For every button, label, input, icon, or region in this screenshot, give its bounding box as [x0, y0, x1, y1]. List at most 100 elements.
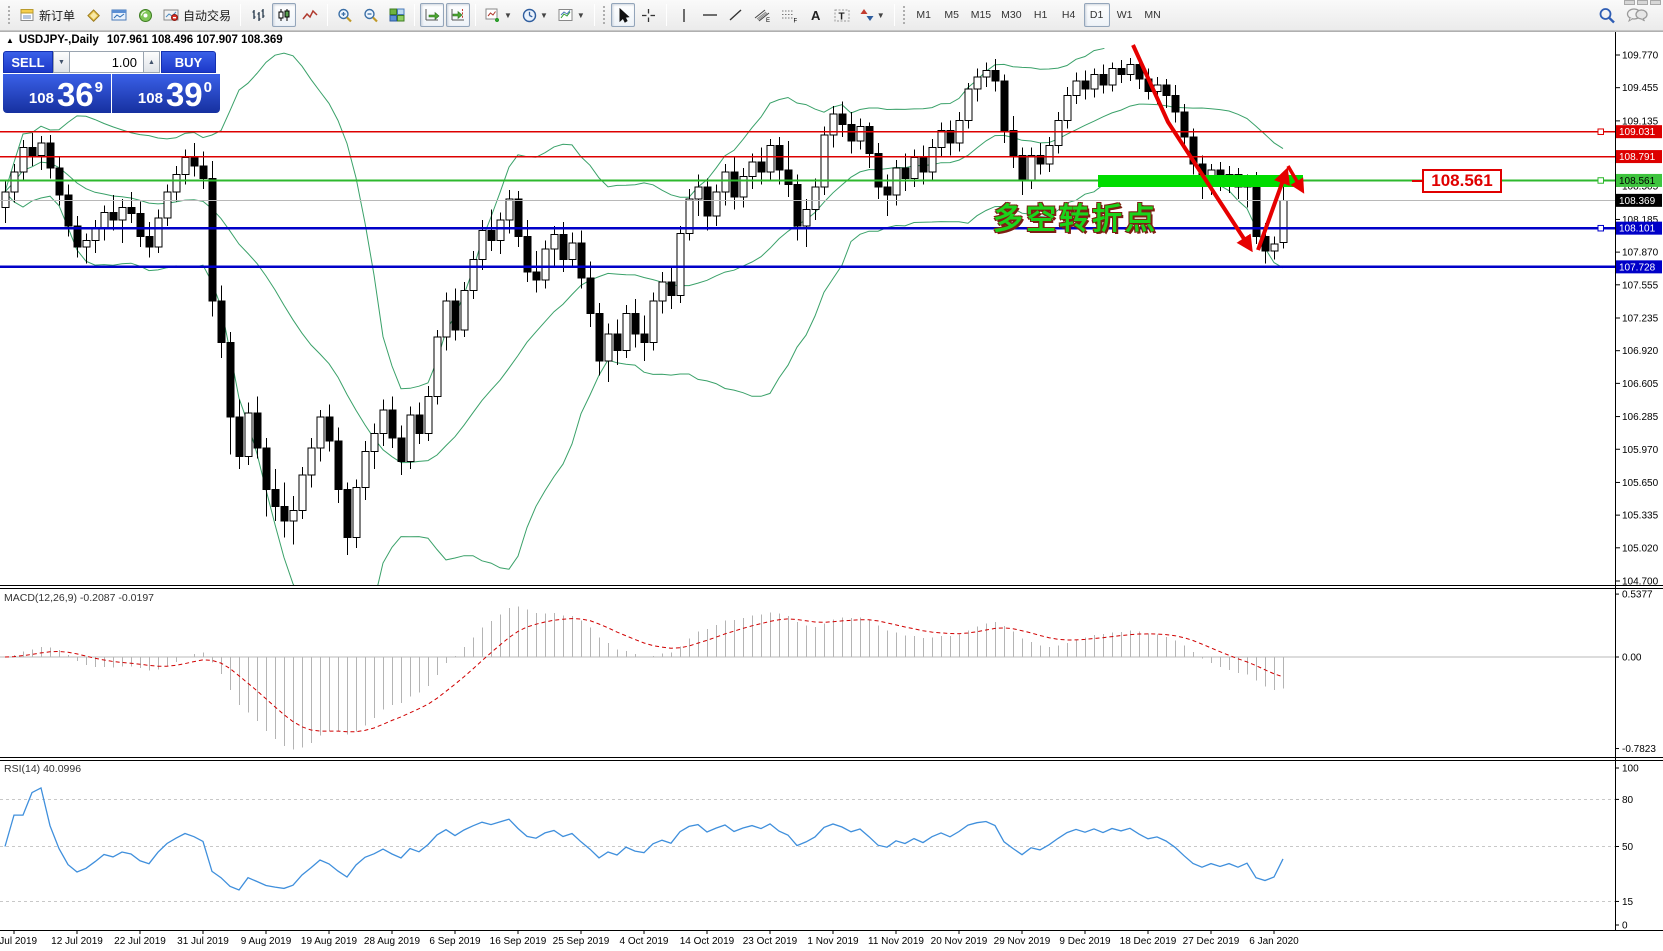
turning-point-annotation[interactable]: 多空转折点	[993, 203, 1158, 236]
timeframe-h4[interactable]: H4	[1061, 9, 1076, 21]
svg-text:107.728: 107.728	[1619, 262, 1656, 273]
horizontal-line-button[interactable]	[698, 3, 722, 27]
horizontal-level-lines[interactable]	[0, 128, 1615, 269]
crosshair-button[interactable]	[637, 3, 661, 27]
chart-shift-button[interactable]	[446, 3, 471, 27]
timeframe-h1[interactable]: H1	[1033, 9, 1048, 21]
text-label-button[interactable]: T	[830, 3, 854, 27]
svg-text:11 Nov 2019: 11 Nov 2019	[868, 936, 924, 947]
trendline-button[interactable]	[724, 3, 748, 27]
svg-text:28 Aug 2019: 28 Aug 2019	[364, 936, 421, 947]
autotrade-icon	[163, 8, 179, 22]
sell-price-pip: 9	[94, 79, 103, 96]
svg-text:16 Sep 2019: 16 Sep 2019	[490, 936, 547, 947]
timeframe-m5[interactable]: M5	[944, 9, 960, 21]
timeframe-m30[interactable]: M30	[1001, 9, 1022, 21]
green-zone-rectangle[interactable]	[1098, 175, 1303, 187]
zoom-out-button[interactable]	[359, 3, 383, 27]
minimize-button[interactable]	[1624, 0, 1635, 5]
text-icon: A	[809, 8, 822, 22]
search-button[interactable]	[1594, 3, 1620, 27]
bar-chart-icon	[250, 8, 266, 22]
toolbar-drag-handle[interactable]	[601, 5, 607, 25]
svg-text:6 Sep 2019: 6 Sep 2019	[429, 936, 481, 947]
trendline-icon	[728, 8, 743, 22]
signals-button[interactable]	[133, 3, 157, 27]
svg-text:23 Oct 2019: 23 Oct 2019	[743, 936, 798, 947]
svg-text:106.920: 106.920	[1622, 346, 1659, 357]
chart-shift-icon	[450, 8, 466, 22]
vertical-line-button[interactable]	[672, 3, 696, 27]
line-handle[interactable]	[1597, 128, 1604, 135]
auto-trading-button[interactable]: 自动交易	[159, 3, 235, 27]
volume-increase-button[interactable]: ▲	[143, 51, 160, 73]
svg-text:108.561: 108.561	[1619, 176, 1656, 187]
volume-decrease-button[interactable]: ▼	[53, 51, 70, 73]
price-level-box[interactable]: 108.561	[1422, 169, 1502, 193]
auto-scroll-button[interactable]	[420, 3, 445, 27]
svg-text:108.185: 108.185	[1622, 215, 1659, 226]
line-handle[interactable]	[1597, 177, 1604, 184]
svg-text:0: 0	[1622, 921, 1628, 932]
timeframe-mn[interactable]: MN	[1144, 9, 1161, 21]
svg-text:109.455: 109.455	[1622, 83, 1659, 94]
templates-icon	[558, 8, 574, 22]
indicators-button[interactable]: ▼	[481, 3, 516, 27]
timeframe-m1[interactable]: M1	[916, 9, 932, 21]
svg-text:4 Oct 2019: 4 Oct 2019	[620, 936, 669, 947]
new-order-button-label: 新订单	[39, 8, 76, 23]
sell-price-handle: 108	[28, 90, 54, 107]
zoom-in-icon	[337, 8, 353, 23]
new-order-button[interactable]: 新订单	[16, 3, 79, 27]
svg-text:50: 50	[1622, 842, 1634, 853]
window-controls[interactable]	[1624, 0, 1661, 5]
line-chart-icon	[302, 8, 318, 22]
toolbar-drag-handle[interactable]	[901, 5, 907, 25]
timeframe-m15[interactable]: M15	[970, 9, 992, 21]
text-button[interactable]: A	[804, 3, 828, 27]
cursor-button[interactable]	[610, 3, 635, 27]
buy-price[interactable]: 108 39 0	[112, 74, 220, 113]
community-button[interactable]	[1622, 3, 1652, 27]
svg-text:105.020: 105.020	[1622, 543, 1659, 554]
sell-price-big: 36	[56, 75, 94, 113]
indicators-icon	[485, 8, 501, 22]
sell-button[interactable]: SELL	[3, 51, 53, 73]
tile-windows-button[interactable]	[385, 3, 409, 27]
svg-text:108.505: 108.505	[1622, 182, 1659, 193]
timeframe-w1[interactable]: W1	[1116, 9, 1133, 21]
toolbar-drag-handle[interactable]	[7, 5, 12, 25]
collapse-triangle-icon[interactable]: ▲	[6, 35, 14, 45]
date-axis[interactable]: 3 Jul 2019 12 Jul 2019 22 Jul 2019 31 Jul 2…	[0, 930, 1299, 947]
arrows-button[interactable]: ▼	[856, 3, 889, 27]
svg-text:-0.7823: -0.7823	[1622, 744, 1656, 755]
chevron-down-icon: ▼	[504, 10, 512, 20]
fibonacci-button[interactable]: F	[777, 3, 802, 27]
toolbar-separator	[327, 4, 329, 26]
periods-button[interactable]: ▼	[518, 3, 552, 27]
channel-button[interactable]: E	[750, 3, 775, 27]
market-watch-button[interactable]	[107, 3, 131, 27]
line-handle[interactable]	[1597, 224, 1604, 232]
svg-text:31 Jul 2019: 31 Jul 2019	[177, 936, 229, 947]
svg-text:27 Dec 2019: 27 Dec 2019	[1183, 936, 1240, 947]
templates-button[interactable]: ▼	[554, 3, 589, 27]
zoom-in-button[interactable]	[333, 3, 357, 27]
buy-button[interactable]: BUY	[161, 51, 216, 73]
red-trend-arrows[interactable]	[1131, 44, 1305, 253]
line-chart-button[interactable]	[298, 3, 322, 27]
object-list-button[interactable]	[81, 3, 105, 27]
chevron-down-icon: ▼	[576, 10, 585, 20]
sell-price[interactable]: 108 36 9	[3, 74, 111, 113]
restore-button[interactable]	[1637, 0, 1648, 5]
text-label-icon: T	[834, 8, 850, 23]
bar-chart-button[interactable]	[246, 3, 270, 27]
price-axis[interactable]: 109.770 109.455 109.135 108.505 108.185 107.8…	[1615, 51, 1662, 932]
volume-input[interactable]	[70, 51, 143, 73]
zoom-out-icon	[363, 8, 379, 23]
candlestick-button[interactable]	[272, 3, 297, 27]
close-button[interactable]	[1650, 0, 1661, 5]
timeframe-d1[interactable]: D1	[1083, 3, 1110, 27]
cursor-icon	[616, 7, 630, 23]
